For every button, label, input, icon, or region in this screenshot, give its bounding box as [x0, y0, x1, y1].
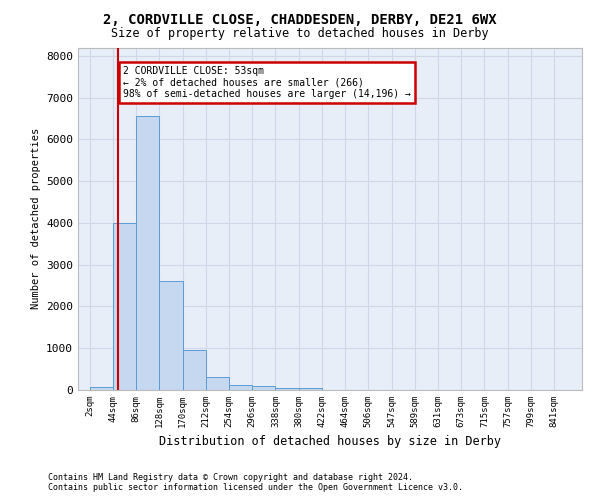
X-axis label: Distribution of detached houses by size in Derby: Distribution of detached houses by size …	[159, 436, 501, 448]
Bar	[206, 376, 229, 390]
Text: 2 CORDVILLE CLOSE: 53sqm
← 2% of detached houses are smaller (266)
98% of semi-d: 2 CORDVILLE CLOSE: 53sqm ← 2% of detache…	[124, 66, 411, 100]
Bar	[229, 384, 252, 390]
Bar	[159, 282, 182, 390]
Text: Contains HM Land Registry data © Crown copyright and database right 2024.
Contai: Contains HM Land Registry data © Crown c…	[48, 473, 463, 492]
Text: 2, CORDVILLE CLOSE, CHADDESDEN, DERBY, DE21 6WX: 2, CORDVILLE CLOSE, CHADDESDEN, DERBY, D…	[103, 12, 497, 26]
Bar	[299, 388, 322, 390]
Bar	[136, 116, 159, 390]
Bar	[89, 386, 113, 390]
Bar	[113, 223, 136, 390]
Bar	[275, 388, 299, 390]
Bar	[182, 350, 206, 390]
Bar	[252, 386, 275, 390]
Y-axis label: Number of detached properties: Number of detached properties	[31, 128, 41, 310]
Text: Size of property relative to detached houses in Derby: Size of property relative to detached ho…	[111, 28, 489, 40]
